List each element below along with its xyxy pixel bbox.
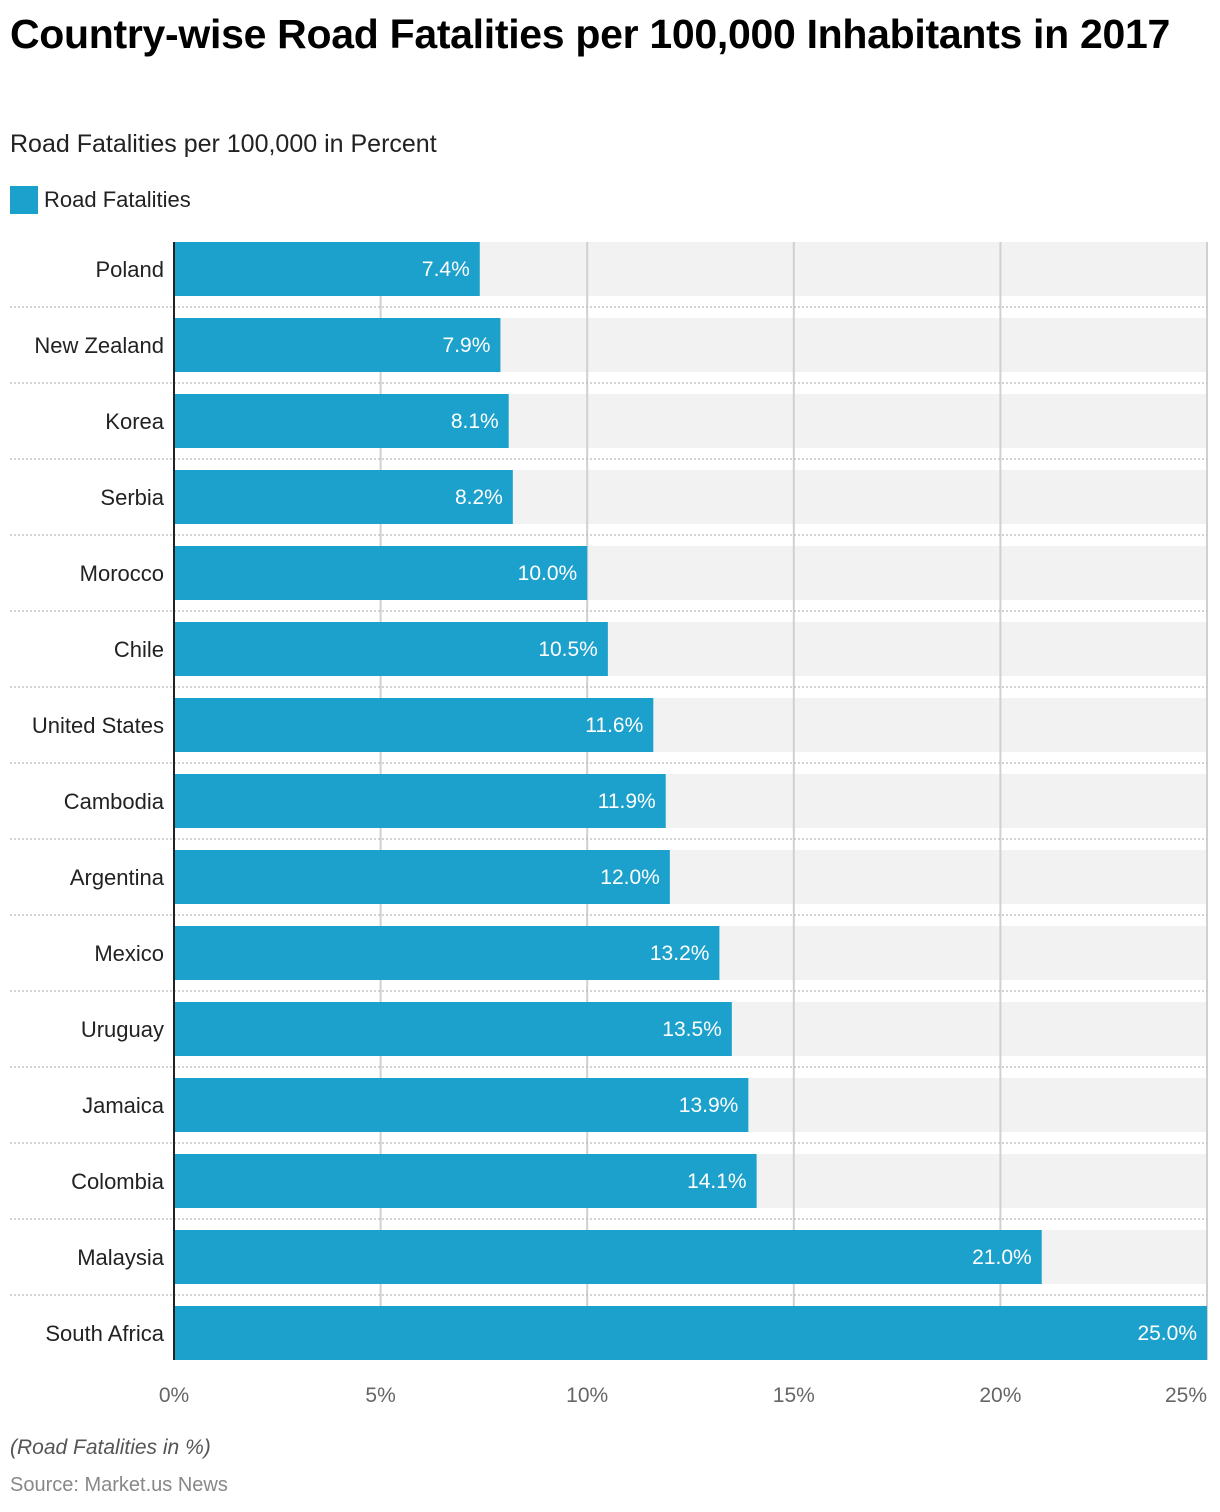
value-label: 8.1% <box>451 410 499 433</box>
chart-title: Country-wise Road Fatalities per 100,000… <box>10 11 1170 57</box>
category-label: Cambodia <box>64 789 165 814</box>
category-label: Jamaica <box>82 1093 165 1118</box>
bar <box>174 318 501 372</box>
bar <box>174 1078 749 1132</box>
legend: Road Fatalities <box>10 186 191 214</box>
bar <box>174 546 588 600</box>
category-label: Colombia <box>71 1169 165 1194</box>
bar <box>174 1306 1207 1360</box>
category-label: Uruguay <box>81 1017 164 1042</box>
bar-chart: 7.4% Poland 7.9% New Zealand 8.1% Korea 8.2% Se… <box>10 242 1208 1407</box>
category-label: Korea <box>105 409 164 434</box>
bar <box>174 698 654 752</box>
value-label: 10.0% <box>518 562 578 585</box>
bar <box>174 470 513 524</box>
value-label: 13.2% <box>650 942 710 965</box>
x-tick-label: 5% <box>365 1384 395 1407</box>
bar <box>174 774 666 828</box>
bar <box>174 926 720 980</box>
footnote: (Road Fatalities in %) <box>10 1436 211 1459</box>
category-label: Argentina <box>70 865 165 890</box>
value-label: 12.0% <box>600 866 660 889</box>
legend-label: Road Fatalities <box>44 187 191 212</box>
category-label: Poland <box>95 257 164 282</box>
category-label: Malaysia <box>77 1245 165 1270</box>
value-label: 21.0% <box>972 1246 1032 1269</box>
value-label: 8.2% <box>455 486 503 509</box>
category-label: Morocco <box>80 561 164 586</box>
value-label: 7.9% <box>443 334 491 357</box>
x-tick-label: 25% <box>1165 1384 1207 1407</box>
value-label: 14.1% <box>687 1170 747 1193</box>
value-label: 13.9% <box>679 1094 739 1117</box>
source-text: Source: Market.us News <box>10 1474 228 1496</box>
category-label: United States <box>32 713 164 738</box>
value-label: 7.4% <box>422 258 470 281</box>
x-tick-label: 20% <box>979 1384 1021 1407</box>
category-label: New Zealand <box>34 333 164 358</box>
value-label: 13.5% <box>662 1018 722 1041</box>
bar <box>174 394 509 448</box>
chart-subtitle: Road Fatalities per 100,000 in Percent <box>10 130 437 158</box>
x-tick-label: 0% <box>159 1384 189 1407</box>
bar <box>174 242 480 296</box>
bar <box>174 1154 757 1208</box>
value-label: 11.6% <box>585 714 643 737</box>
bar <box>174 1002 732 1056</box>
category-label: Mexico <box>94 941 164 966</box>
bar <box>174 622 608 676</box>
legend-swatch <box>10 186 38 214</box>
x-tick-label: 10% <box>566 1384 608 1407</box>
value-label: 11.9% <box>598 790 656 813</box>
value-label: 10.5% <box>538 638 598 661</box>
category-label: Chile <box>114 637 164 662</box>
x-tick-label: 15% <box>773 1384 815 1407</box>
category-label: South Africa <box>45 1321 164 1346</box>
value-label: 25.0% <box>1137 1322 1197 1345</box>
bar <box>174 850 670 904</box>
bar <box>174 1230 1042 1284</box>
category-label: Serbia <box>100 485 164 510</box>
